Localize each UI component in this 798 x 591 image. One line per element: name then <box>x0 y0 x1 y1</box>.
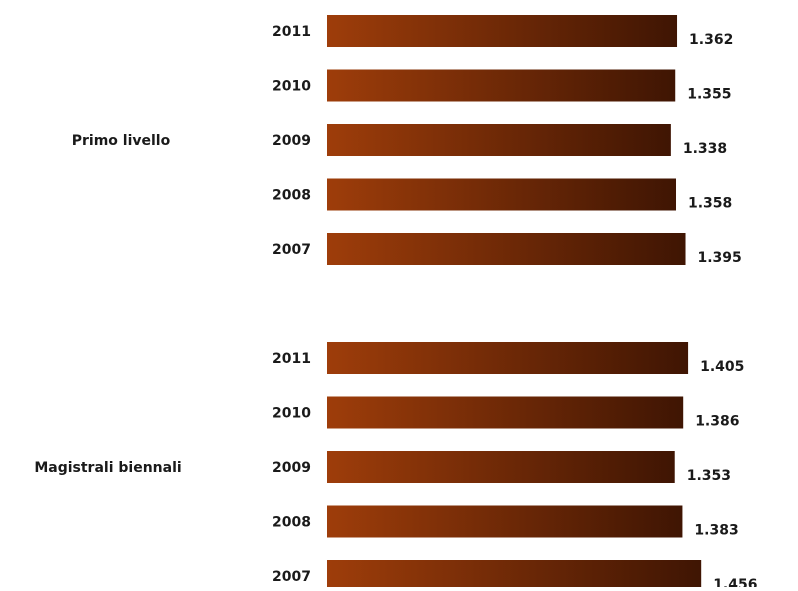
category-label: 2008 <box>272 515 311 531</box>
category-label: 2007 <box>272 242 311 258</box>
bar-2009-group-1 <box>327 451 675 483</box>
bar-2008-group-1 <box>327 505 683 538</box>
category-label: 2011 <box>272 24 311 40</box>
data-label: 1.405 <box>700 359 744 375</box>
data-label: 1.395 <box>698 250 742 266</box>
bar-2010-group-0 <box>327 69 676 102</box>
data-label: 1.353 <box>687 468 731 484</box>
category-label: 2010 <box>272 406 311 422</box>
bar-2009-group-0 <box>327 124 671 156</box>
group-label: Primo livello <box>72 133 171 149</box>
data-label: 1.386 <box>695 414 739 430</box>
category-label: 2009 <box>272 460 311 476</box>
data-label: 1.358 <box>688 196 732 212</box>
category-label: 2011 <box>272 351 311 367</box>
data-label: 1.362 <box>689 32 733 48</box>
data-label: 1.456 <box>713 577 757 587</box>
data-label: 1.383 <box>694 523 738 539</box>
category-label: 2009 <box>272 133 311 149</box>
data-label: 1.338 <box>683 141 727 157</box>
bar-2011-group-1 <box>327 342 689 374</box>
data-label: 1.355 <box>687 87 731 103</box>
category-label: 2008 <box>272 188 311 204</box>
category-label: 2007 <box>272 569 311 585</box>
category-label: 2010 <box>272 79 311 95</box>
bar-2007-group-0 <box>327 233 686 265</box>
bar-2008-group-0 <box>327 178 677 211</box>
bar-2007-group-1 <box>327 560 702 591</box>
group-label: Magistrali biennali <box>34 460 181 476</box>
bar-2010-group-1 <box>327 396 684 429</box>
bar-2011-group-0 <box>327 15 678 47</box>
